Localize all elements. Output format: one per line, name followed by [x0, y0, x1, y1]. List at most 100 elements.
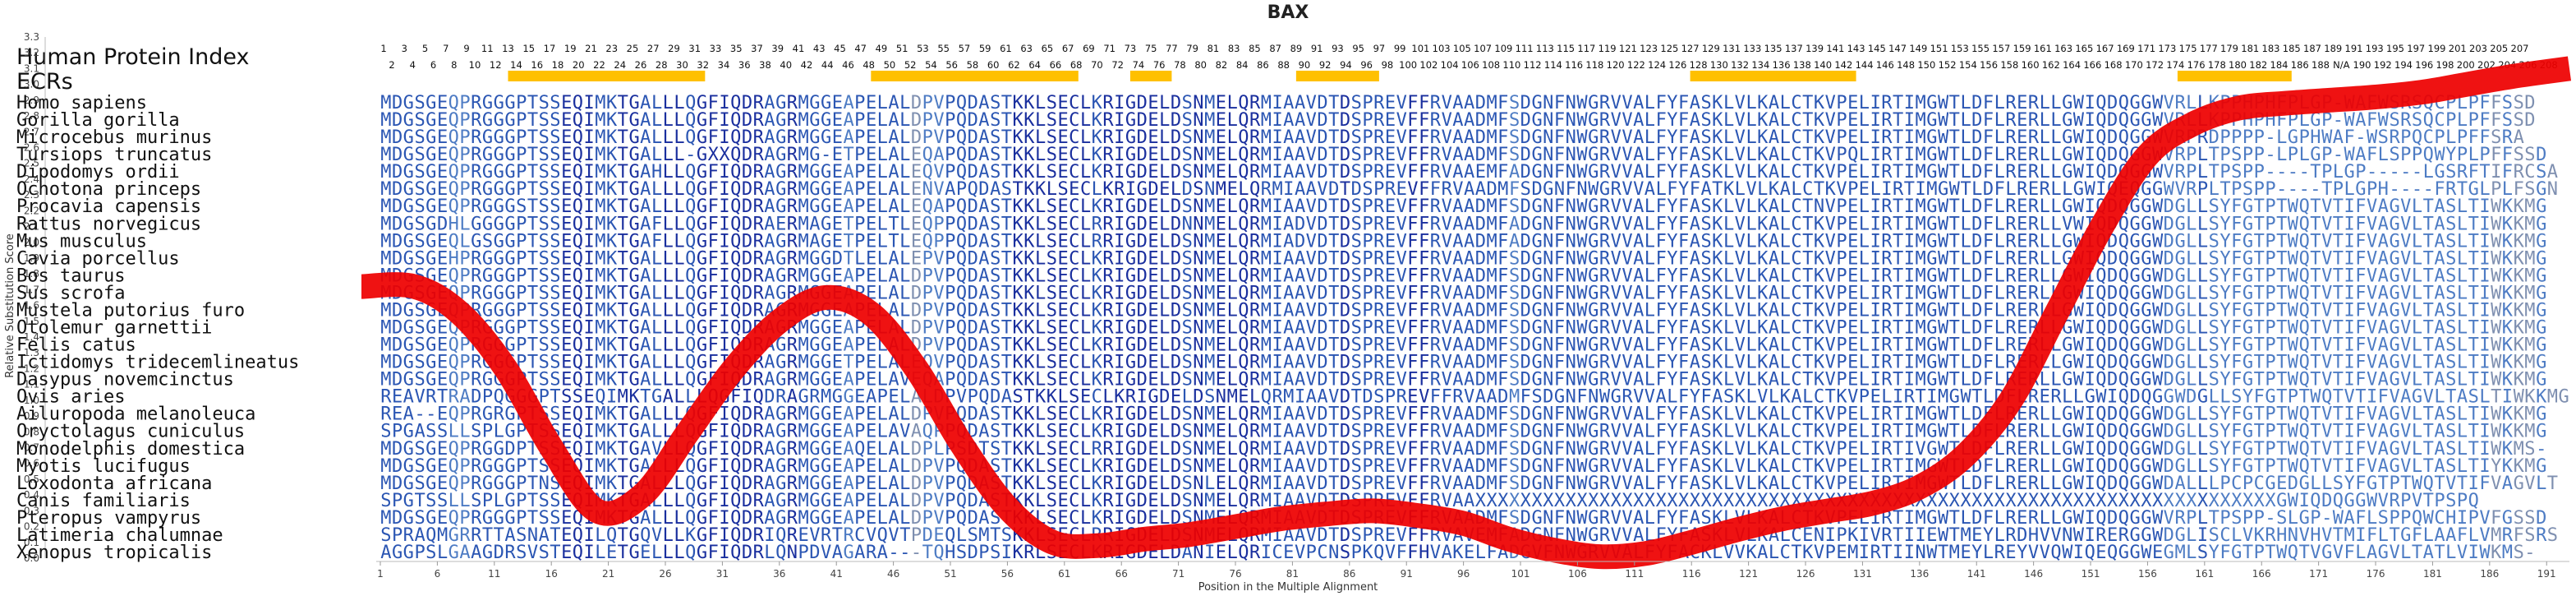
x-tick-label: 36 [773, 568, 785, 580]
hpi-number: 193 [2366, 43, 2384, 54]
sequence-row: REAVRTRADPQGGGPTSSEQIMKTGALLLQGFIQDRAGRM… [380, 387, 2569, 408]
species-label: Myotis lucifugus [16, 456, 191, 477]
hpi-number: 162 [2042, 59, 2060, 71]
hpi-number: 98 [1382, 59, 1394, 71]
x-tick-label: 166 [2252, 568, 2271, 580]
x-tick-label: 116 [1682, 568, 1701, 580]
hpi-number: 122 [1627, 59, 1645, 71]
hpi-number: 179 [2220, 43, 2238, 54]
x-tick-label: 171 [2309, 568, 2328, 580]
hpi-number: 138 [1793, 59, 1811, 71]
y-tick-label: 0.9 [24, 410, 39, 422]
hpi-number: 170 [2125, 59, 2143, 71]
hpi-number: 27 [647, 43, 660, 54]
x-tick-label: 86 [1343, 568, 1355, 580]
x-tick-label: 96 [1457, 568, 1470, 580]
hpi-number: 22 [593, 59, 605, 71]
hpi-number: 95 [1352, 43, 1364, 54]
hpi-number: 43 [813, 43, 826, 54]
y-tick-label: 0.8 [24, 426, 39, 437]
y-tick-label: 1.1 [24, 379, 39, 390]
ecr-bar [1129, 71, 1172, 81]
species-label: Ovis aries [16, 387, 125, 408]
hpi-number: 188 [2312, 59, 2330, 71]
hpi-number: 58 [967, 59, 979, 71]
x-tick-label: 141 [1967, 568, 1986, 580]
sequence-row: MDGSGEQPRGGGPTSSEQIMKTGAHLLQGFIQDRAGRMGG… [380, 162, 2558, 182]
hpi-number: 94 [1340, 59, 1352, 71]
hpi-number: 51 [896, 43, 908, 54]
hpi-number: 72 [1111, 59, 1124, 71]
hpi-number: 74 [1133, 59, 1145, 71]
hpi-number: 101 [1411, 43, 1429, 54]
hpi-number: 150 [1917, 59, 1935, 71]
hpi-number: 192 [2374, 59, 2392, 71]
hpi-number: 4 [410, 59, 416, 71]
x-tick-label: 151 [2082, 568, 2100, 580]
hpi-number: 21 [585, 43, 597, 54]
hpi-number: 118 [1585, 59, 1603, 71]
hpi-number: 163 [2054, 43, 2072, 54]
hpi-number: 115 [1557, 43, 1575, 54]
hpi-number: 15 [522, 43, 535, 54]
hpi-number: 54 [925, 59, 937, 71]
x-tick-label: 71 [1172, 568, 1184, 580]
hpi-number: 147 [1888, 43, 1907, 54]
y-tick-label: 0.1 [24, 537, 39, 548]
hpi-number: 12 [490, 59, 502, 71]
x-tick-label: 126 [1796, 568, 1815, 580]
hpi-number: 169 [2117, 43, 2135, 54]
hpi-number: 102 [1419, 59, 1438, 71]
y-tick-label: 0.6 [24, 458, 39, 469]
hpi-number: 156 [1980, 59, 1998, 71]
species-label: Bos taurus [16, 266, 125, 286]
hpi-number: 70 [1091, 59, 1103, 71]
x-tick-label: 136 [1910, 568, 1929, 580]
hpi-number: 29 [668, 43, 680, 54]
y-tick-label: 1.4 [24, 331, 39, 343]
hpi-number: 146 [1876, 59, 1894, 71]
hpi-number: 180 [2229, 59, 2247, 71]
substitution-score-line [361, 56, 2572, 570]
hpi-number: 154 [1959, 59, 1977, 71]
y-tick-label: 2.6 [24, 141, 39, 153]
hpi-number: 53 [917, 43, 929, 54]
hpi-number: 65 [1042, 43, 1054, 54]
x-tick-label: 41 [830, 568, 843, 580]
hpi-number: 141 [1826, 43, 1844, 54]
hpi-number: 105 [1453, 43, 1471, 54]
species-label: Tursiops truncatus [16, 145, 212, 165]
hpi-number: 164 [2063, 59, 2081, 71]
species-label: Ailuropoda melanoleuca [16, 404, 255, 425]
hpi-number: 10 [469, 59, 481, 71]
y-tick-label: 3.2 [24, 47, 39, 58]
ecr-bar [508, 71, 706, 81]
sequence-row: MDGSGEHPRGGGPTSSEQIMKTGALLLQGFIQDRAGRMGG… [380, 248, 2546, 269]
y-tick-label: 1.3 [24, 347, 39, 358]
hpi-number: 83 [1228, 43, 1240, 54]
hpi-number: 153 [1951, 43, 1969, 54]
hpi-number: 49 [876, 43, 888, 54]
hpi-number: 16 [531, 59, 543, 71]
hpi-number: 152 [1939, 59, 1957, 71]
hpi-number: 116 [1565, 59, 1583, 71]
hpi-number: 135 [1764, 43, 1782, 54]
x-tick-label: 6 [435, 568, 441, 580]
species-label: Pteropus vampyrus [16, 508, 201, 529]
hpi-number: 2 [389, 59, 394, 71]
y-tick-label: 2.9 [24, 95, 39, 106]
hpi-number: 181 [2241, 43, 2259, 54]
hpi-number: 140 [1814, 59, 1832, 71]
hpi-number: 75 [1145, 43, 1157, 54]
hpi-number: 183 [2262, 43, 2280, 54]
hpi-number: 198 [2436, 59, 2454, 71]
hpi-number: 155 [1971, 43, 1990, 54]
hpi-number: 190 [2353, 59, 2371, 71]
species-label: Gorilla gorilla [16, 110, 180, 131]
y-tick-label: 1.9 [24, 252, 39, 264]
hpi-number: N/A [2333, 59, 2349, 71]
hpi-number: 139 [1806, 43, 1824, 54]
hpi-number: 176 [2187, 59, 2206, 71]
